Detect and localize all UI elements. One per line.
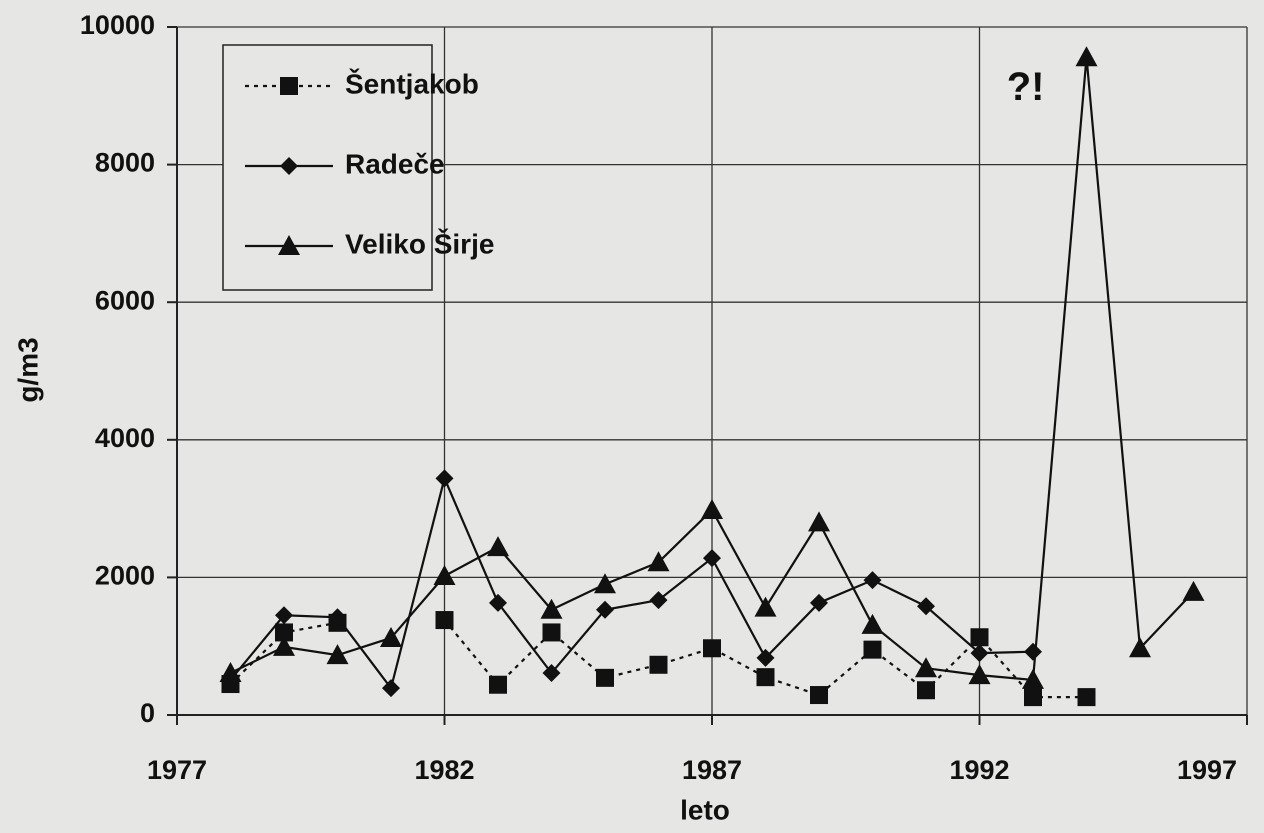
marker bbox=[810, 686, 828, 705]
x-tick-label: 1982 bbox=[414, 755, 474, 785]
annotation: ?! bbox=[1007, 65, 1045, 109]
marker bbox=[326, 644, 349, 665]
legend-marker bbox=[280, 77, 298, 95]
marker bbox=[703, 549, 721, 568]
marker bbox=[596, 668, 614, 687]
marker bbox=[275, 623, 293, 642]
marker bbox=[1077, 688, 1096, 707]
marker bbox=[542, 664, 561, 683]
marker bbox=[435, 611, 454, 630]
marker bbox=[1022, 668, 1044, 689]
marker bbox=[756, 648, 775, 667]
marker bbox=[380, 626, 402, 647]
marker bbox=[861, 613, 884, 634]
marker bbox=[487, 536, 509, 557]
x-tick-label: 1997 bbox=[1177, 755, 1237, 785]
legend-marker bbox=[280, 157, 298, 175]
marker bbox=[594, 573, 616, 594]
y-tick-label: 10000 bbox=[80, 10, 155, 40]
y-axis-label: g/m3 bbox=[12, 337, 43, 402]
legend-label: Radeče bbox=[345, 148, 445, 179]
marker bbox=[1024, 688, 1042, 707]
y-tick-label: 8000 bbox=[95, 148, 155, 178]
y-tick-label: 4000 bbox=[95, 423, 155, 453]
marker bbox=[703, 639, 721, 658]
marker bbox=[863, 571, 882, 590]
marker bbox=[810, 593, 828, 612]
y-tick-label: 0 bbox=[140, 698, 155, 728]
marker bbox=[970, 628, 989, 647]
marker bbox=[863, 640, 882, 659]
x-tick-label: 1992 bbox=[949, 755, 1009, 785]
marker bbox=[754, 596, 777, 617]
marker bbox=[968, 664, 991, 685]
y-tick-label: 2000 bbox=[95, 561, 155, 591]
marker bbox=[808, 511, 830, 532]
marker bbox=[328, 608, 347, 627]
marker bbox=[649, 655, 668, 674]
marker bbox=[970, 644, 989, 663]
marker bbox=[649, 591, 668, 610]
marker bbox=[596, 600, 614, 619]
x-tick-label: 1987 bbox=[682, 755, 742, 785]
marker bbox=[540, 598, 563, 619]
marker bbox=[1024, 642, 1042, 661]
marker bbox=[382, 679, 400, 698]
marker bbox=[701, 498, 723, 519]
series-line bbox=[229, 474, 1034, 691]
legend-label: Šentjakob bbox=[345, 67, 479, 99]
marker bbox=[433, 565, 456, 586]
marker bbox=[917, 681, 935, 700]
marker bbox=[542, 623, 561, 642]
marker bbox=[1129, 637, 1151, 658]
x-axis-label: leto bbox=[680, 794, 730, 825]
legend-label: Veliko Širje bbox=[345, 227, 494, 259]
marker bbox=[489, 675, 507, 694]
legend-marker bbox=[278, 235, 300, 255]
marker bbox=[489, 593, 507, 612]
marker bbox=[219, 662, 242, 683]
marker bbox=[647, 551, 670, 572]
y-tick-label: 6000 bbox=[95, 285, 155, 315]
marker bbox=[435, 469, 454, 488]
marker bbox=[1075, 46, 1098, 67]
marker bbox=[756, 668, 775, 687]
marker bbox=[273, 635, 295, 656]
marker bbox=[917, 597, 935, 616]
marker bbox=[915, 657, 937, 678]
marker bbox=[1182, 580, 1205, 601]
x-tick-label: 1977 bbox=[147, 755, 207, 785]
marker bbox=[275, 606, 293, 625]
